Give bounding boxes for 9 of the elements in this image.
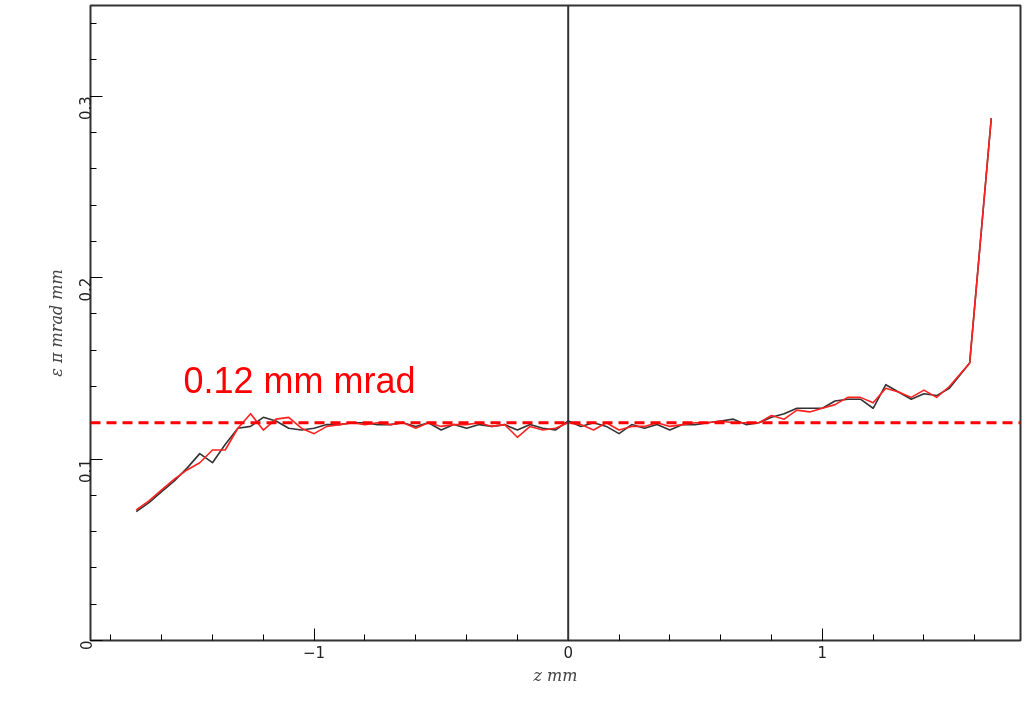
y-axis-title: ε π mrad mm [46,269,66,377]
x-tick-label: 0 [563,643,573,662]
x-axis-title: z mm [532,665,578,685]
x-tick-label: −1 [303,643,326,662]
y-tick-label: 0.2 [77,277,96,302]
x-tick-label: 1 [817,643,828,662]
y-tick-label: 0.3 [77,96,96,121]
ref-line-label: 0.12 mm mrad [183,359,416,401]
y-tick-label: 0.1 [77,459,96,483]
